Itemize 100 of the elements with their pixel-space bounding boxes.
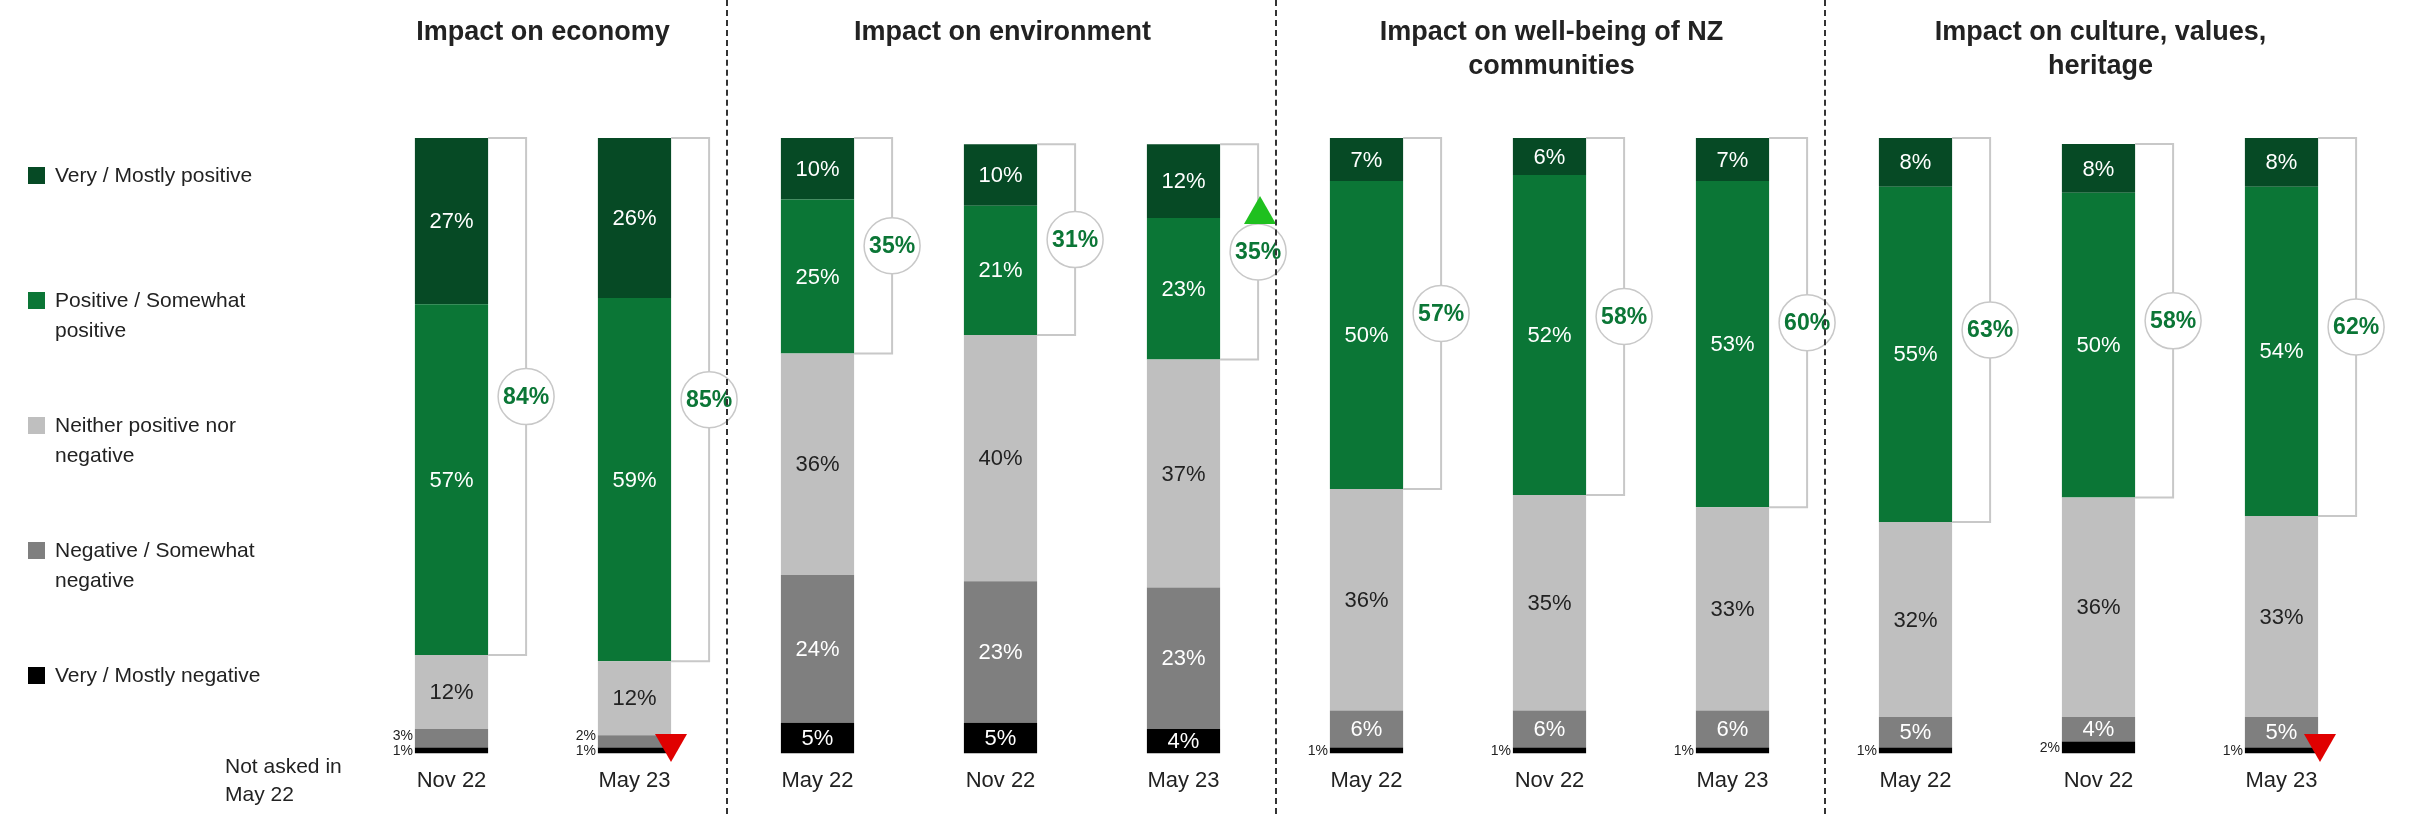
- data-label: 36%: [2076, 594, 2121, 620]
- data-label: 7%: [1716, 146, 1749, 172]
- data-label: 57%: [429, 466, 474, 492]
- bar: [1878, 186, 1953, 522]
- data-label: 26%: [612, 205, 657, 231]
- bar: [2061, 144, 2136, 193]
- x-tick-label: May 23: [598, 766, 671, 792]
- bar: [963, 581, 1038, 723]
- bar: [1695, 747, 1770, 754]
- data-label: 23%: [1161, 275, 1206, 301]
- data-label: 12%: [1161, 168, 1206, 194]
- annotation: 58%: [2150, 307, 2197, 334]
- legend-label: Positive / Somewhat positive: [55, 287, 247, 343]
- data-label: 54%: [2259, 338, 2304, 364]
- data-label: 33%: [2259, 603, 2304, 629]
- x-tick-label: Nov 22: [2063, 766, 2134, 792]
- data-label: 2%: [2039, 739, 2060, 756]
- data-label: 8%: [1899, 149, 1932, 175]
- bar: [1695, 181, 1770, 508]
- bar: [963, 205, 1038, 335]
- data-label: 53%: [1710, 331, 1755, 357]
- data-label: 2%: [575, 727, 596, 744]
- annotation: 60%: [1784, 309, 1831, 336]
- data-label: 5%: [984, 725, 1017, 751]
- data-label: 8%: [2082, 155, 2115, 181]
- chart-title: Impact on economy: [415, 15, 671, 48]
- data-label: 10%: [978, 162, 1023, 187]
- data-label: 55%: [1893, 341, 1938, 367]
- chart-title: Impact on environment: [852, 15, 1152, 48]
- bar: [963, 144, 1038, 206]
- data-label: 23%: [1161, 645, 1206, 671]
- data-label: 1%: [1307, 742, 1328, 759]
- annotation: 85%: [686, 385, 733, 412]
- data-label: 37%: [1161, 460, 1206, 486]
- data-label: 59%: [612, 466, 657, 492]
- x-tick-label: Nov 22: [965, 766, 1036, 792]
- data-label: 6%: [1533, 716, 1566, 742]
- bar: [1146, 144, 1221, 219]
- bar: [1878, 717, 1953, 748]
- x-tick-label: Nov 22: [1514, 766, 1585, 792]
- bar: [1512, 174, 1587, 496]
- legend-label: Negative / Somewhat negative: [55, 537, 256, 593]
- data-label: 12%: [429, 679, 474, 705]
- data-label: 36%: [795, 451, 840, 477]
- annotation: 58%: [1601, 302, 1648, 329]
- data-label: 32%: [1893, 606, 1938, 632]
- data-label: 5%: [1899, 719, 1932, 745]
- data-label: 25%: [795, 263, 840, 289]
- data-label: 24%: [795, 636, 840, 662]
- data-label: 7%: [1350, 146, 1383, 172]
- bar: [1329, 747, 1404, 754]
- data-label: 23%: [978, 639, 1023, 665]
- data-label: 35%: [1527, 589, 1572, 615]
- data-label: 5%: [2265, 719, 2298, 745]
- data-label: 6%: [1533, 143, 1566, 169]
- data-label: 4%: [1167, 728, 1200, 754]
- bar: [414, 138, 489, 305]
- annotation: 35%: [869, 232, 916, 259]
- bar: [414, 728, 489, 748]
- x-tick-label: Nov 22: [416, 766, 487, 792]
- data-label: 33%: [1710, 596, 1755, 621]
- chart-title: Impact on culture, values, heritage: [1933, 15, 2268, 82]
- bar: [1146, 587, 1221, 729]
- data-label: 3%: [392, 727, 413, 744]
- bar: [414, 747, 489, 754]
- data-label: 1%: [392, 742, 413, 759]
- x-tick-label: May 22: [781, 766, 854, 792]
- bar: [1878, 138, 1953, 187]
- legend-label: Very / Mostly negative: [55, 662, 261, 688]
- bar: [1512, 747, 1587, 754]
- bar: [780, 199, 855, 354]
- data-label: 50%: [2076, 332, 2121, 358]
- data-label: 1%: [2222, 742, 2243, 759]
- data-label: 21%: [978, 257, 1023, 283]
- data-label: 8%: [2265, 149, 2298, 175]
- bar: [2061, 741, 2136, 754]
- data-label: 10%: [795, 155, 840, 181]
- data-label: 52%: [1527, 322, 1572, 348]
- data-label: 5%: [801, 725, 834, 751]
- data-label: 1%: [575, 742, 596, 759]
- bar: [2244, 186, 2319, 516]
- text: Not asked in May 22: [225, 753, 343, 807]
- x-tick-label: May 23: [2245, 766, 2318, 792]
- legend-label: Neither positive nor negative: [55, 412, 237, 468]
- data-label: 6%: [1350, 716, 1383, 742]
- data-label: 12%: [612, 685, 657, 711]
- annotation: 63%: [1967, 316, 2014, 343]
- bar: [1329, 138, 1404, 182]
- legend-label: Very / Mostly positive: [55, 162, 253, 188]
- annotation: 84%: [503, 382, 550, 409]
- data-label: 27%: [429, 208, 474, 234]
- data-label: 6%: [1716, 716, 1749, 742]
- data-label: 36%: [1344, 586, 1389, 612]
- data-label: 50%: [1344, 322, 1389, 348]
- x-tick-label: May 22: [1879, 766, 1952, 792]
- x-tick-label: May 23: [1696, 766, 1769, 792]
- bar: [1329, 181, 1404, 489]
- data-label: 1%: [1673, 742, 1694, 759]
- annotation: 57%: [1418, 299, 1465, 326]
- annotation: 62%: [2333, 313, 2380, 340]
